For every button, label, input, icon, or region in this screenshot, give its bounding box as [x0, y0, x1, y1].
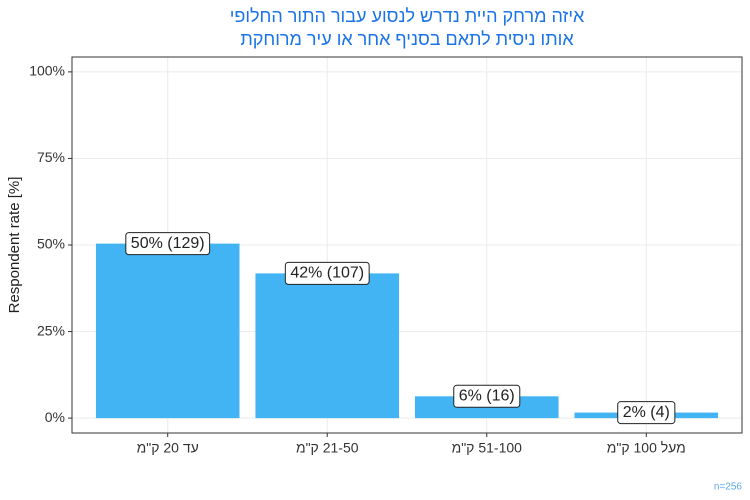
y-tick-label: 100% — [29, 63, 65, 79]
x-tick-label: 51-100 ק"מ — [452, 440, 523, 456]
y-tick-label: 25% — [37, 322, 65, 338]
data-label: 50% (129) — [125, 232, 211, 256]
x-tick-label: 21-50 ק"מ — [296, 440, 359, 456]
y-tick-label: 0% — [45, 409, 65, 425]
chart-title: איזה מרחק היית נדרש לנסוע עבור התור החלו… — [230, 6, 585, 26]
data-label-text: 42% (107) — [290, 265, 364, 282]
data-label-text: 2% (4) — [623, 404, 670, 421]
x-tick-label: מעל 100 ק"מ — [607, 440, 686, 456]
data-label-box — [125, 232, 211, 256]
y-tick-label: 75% — [37, 149, 65, 165]
data-label: 2% (4) — [617, 401, 676, 425]
x-tick-label: עד 20 ק"מ — [137, 440, 199, 456]
plot-border — [71, 56, 743, 434]
chart-title: אותו ניסית לתאם בסניף אחר או עיר מרוחקת — [240, 29, 574, 49]
data-label-text: 50% (129) — [131, 235, 205, 252]
bar — [95, 243, 240, 419]
y-tick-label: 50% — [37, 236, 65, 252]
data-label: 42% (107) — [284, 261, 370, 285]
data-label-box — [284, 261, 370, 285]
y-axis-label: Respondent rate [%] — [6, 177, 23, 314]
note: n=256 — [714, 482, 743, 493]
data-label-text: 6% (16) — [459, 388, 515, 405]
bar — [255, 273, 400, 419]
data-label-box — [453, 384, 521, 408]
data-label: 6% (16) — [453, 384, 521, 408]
data-label-box — [617, 401, 676, 425]
